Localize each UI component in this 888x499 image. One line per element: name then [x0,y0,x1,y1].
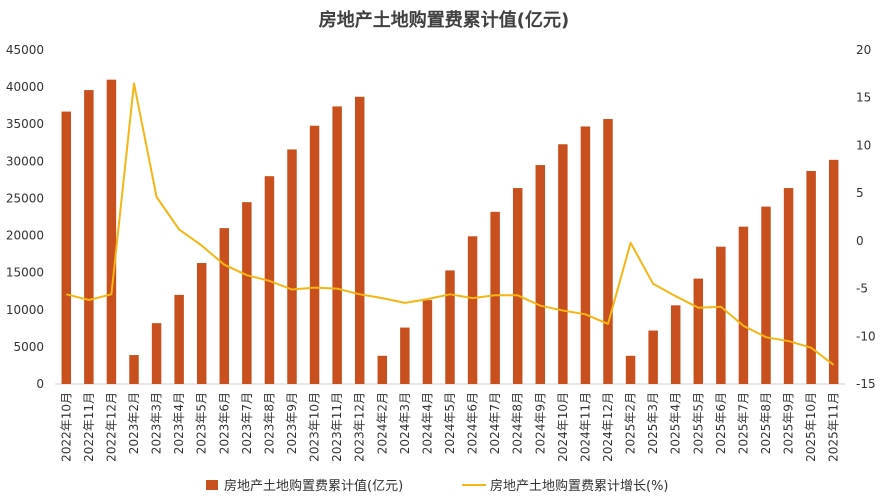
bar [106,79,117,384]
bar [670,305,681,384]
right-tick-label: -5 [856,282,868,296]
left-tick-label: 25000 [6,191,44,205]
bar [693,278,704,384]
x-tick-label: 2025年6月 [714,392,728,454]
bar [580,126,591,385]
left-tick-label: 5000 [13,340,44,354]
x-tick-label: 2022年12月 [104,392,118,462]
left-tick-label: 35000 [6,117,44,131]
x-tick-label: 2022年10月 [59,392,73,462]
x-tick-label: 2025年9月 [782,392,796,454]
bar [242,202,252,384]
bar [716,246,726,384]
bar [354,96,365,384]
bar [490,211,500,384]
x-tick-label: 2025年11月 [827,392,841,462]
x-tick-label: 2024年6月 [466,392,480,454]
right-tick-label: 0 [856,234,864,248]
bar [196,263,207,384]
legend-line-label: 房地产土地购置费累计增长(%) [490,478,669,494]
bar [558,144,568,384]
bar [761,206,771,384]
x-tick-label: 2025年8月 [759,392,773,454]
x-tick-label: 2023年9月 [285,392,299,454]
x-tick-label: 2024年5月 [443,392,457,454]
x-tick-label: 2023年4月 [172,392,186,454]
bar [603,119,613,384]
x-tick-label: 2023年8月 [262,392,276,454]
right-tick-label: -10 [856,329,876,343]
bar [738,226,749,384]
x-tick-label: 2024年4月 [420,392,434,454]
bar [61,111,72,385]
left-tick-label: 40000 [6,80,44,94]
x-tick-label: 2023年3月 [150,392,164,454]
x-tick-label: 2025年7月 [736,392,750,454]
x-tick-label: 2023年10月 [308,392,322,462]
left-tick-label: 20000 [6,229,44,243]
right-tick-label: 15 [856,91,871,105]
bar [512,188,523,384]
x-tick-label: 2024年9月 [533,392,547,454]
bar [783,188,794,384]
x-tick-label: 2025年4月 [669,392,683,454]
bar [400,327,410,384]
left-tick-label: 30000 [6,154,44,168]
right-tick-label: 20 [856,43,871,57]
x-tick-label: 2023年6月 [217,392,231,454]
x-tick-label: 2025年5月 [691,392,705,454]
bar [287,149,297,384]
bar [174,294,184,384]
x-tick-label: 2024年11月 [578,392,592,462]
bar [129,355,139,384]
bar [84,90,94,384]
x-tick-label: 2024年3月 [398,392,412,454]
x-tick-label: 2023年2月 [127,392,141,454]
x-tick-label: 2025年10月 [804,392,818,462]
bar [467,236,478,384]
left-tick-label: 15000 [6,266,44,280]
bar [648,330,658,384]
legend-bar-label: 房地产土地购置费累计值(亿元) [224,478,403,494]
bar [535,165,546,384]
x-tick-label: 2024年8月 [511,392,525,454]
x-tick-label: 2024年2月 [375,392,389,454]
right-tick-label: 5 [856,186,864,200]
x-tick-label: 2023年12月 [353,392,367,462]
x-tick-label: 2023年7月 [240,392,254,454]
x-tick-label: 2023年11月 [330,392,344,462]
left-tick-label: 0 [36,377,44,391]
x-tick-label: 2024年7月 [488,392,502,454]
x-tick-label: 2025年3月 [646,392,660,454]
bar [219,228,230,384]
bar [445,270,455,384]
bar [377,355,388,384]
legend-bar-swatch [206,480,218,490]
bar [828,159,839,384]
x-tick-label: 2022年11月 [82,392,96,462]
chart-title: 房地产土地购置费累计值(亿元) [318,10,570,31]
bar [806,170,816,384]
x-tick-label: 2025年2月 [624,392,638,454]
left-tick-label: 10000 [6,303,44,317]
right-tick-label: -15 [856,377,876,391]
bar [151,323,162,384]
right-tick-label: 10 [856,138,871,152]
left-tick-label: 45000 [6,43,44,57]
x-tick-label: 2023年5月 [195,392,209,454]
bar [332,106,342,385]
bar [309,125,320,384]
x-tick-label: 2024年10月 [556,392,570,462]
x-tick-label: 2024年12月 [601,392,615,462]
bar [625,355,636,384]
bar [422,300,433,384]
